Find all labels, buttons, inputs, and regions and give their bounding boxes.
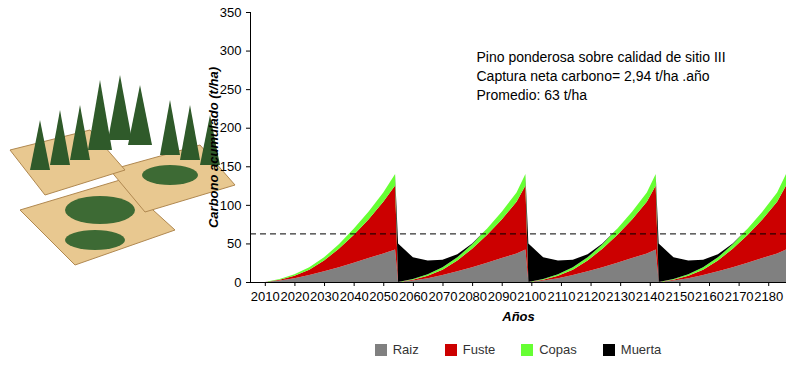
svg-text:2090: 2090 — [488, 289, 517, 304]
svg-text:Carbono acumulado (t/ha): Carbono acumulado (t/ha) — [206, 67, 221, 228]
svg-text:300: 300 — [220, 43, 242, 58]
svg-text:Captura neta carbono= 2,94 t/h: Captura neta carbono= 2,94 t/ha .año — [477, 68, 710, 84]
svg-text:2070: 2070 — [429, 289, 458, 304]
svg-text:Promedio: 63 t/ha: Promedio: 63 t/ha — [477, 87, 588, 103]
svg-text:2080: 2080 — [458, 289, 487, 304]
svg-text:2100: 2100 — [517, 289, 546, 304]
svg-text:2050: 2050 — [369, 289, 398, 304]
svg-text:50: 50 — [227, 236, 241, 251]
svg-text:2030: 2030 — [310, 289, 339, 304]
html-text:Muerta: Muerta — [620, 342, 662, 357]
svg-text:350: 350 — [220, 5, 242, 20]
svg-text:2150: 2150 — [665, 289, 694, 304]
svg-text:2140: 2140 — [636, 289, 665, 304]
html-text:Copas: Copas — [539, 342, 577, 357]
svg-text:0: 0 — [234, 275, 241, 290]
svg-text:2010: 2010 — [251, 289, 280, 304]
svg-text:2160: 2160 — [695, 289, 724, 304]
svg-text:2040: 2040 — [340, 289, 369, 304]
svg-text:2110: 2110 — [547, 289, 575, 304]
svg-text:200: 200 — [220, 120, 242, 135]
svg-text:250: 250 — [220, 82, 242, 97]
svg-text:Años: Años — [501, 309, 535, 324]
html-text:Fuste: Fuste — [462, 342, 496, 357]
html-text:Raiz: Raiz — [392, 342, 419, 357]
svg-text:2180: 2180 — [754, 289, 783, 304]
svg-text:2060: 2060 — [399, 289, 428, 304]
svg-text:150: 150 — [220, 159, 242, 174]
svg-text:2170: 2170 — [725, 289, 754, 304]
svg-text:2120: 2120 — [577, 289, 606, 304]
svg-text:2130: 2130 — [606, 289, 635, 304]
svg-text:Pino ponderosa sobre calidad d: Pino ponderosa sobre calidad de sitio II… — [477, 49, 726, 65]
svg-text:100: 100 — [220, 198, 242, 213]
svg-text:2020: 2020 — [280, 289, 309, 304]
